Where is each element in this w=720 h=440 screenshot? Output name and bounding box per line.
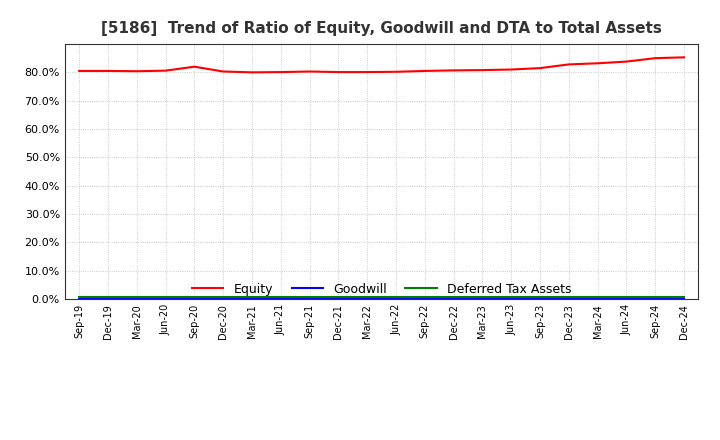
Deferred Tax Assets [132, 294, 141, 299]
Deferred Tax Assets [248, 294, 256, 299]
Equity [248, 70, 256, 75]
Legend: Equity, Goodwill, Deferred Tax Assets: Equity, Goodwill, Deferred Tax Assets [192, 282, 571, 296]
Goodwill [190, 297, 199, 302]
Goodwill [478, 297, 487, 302]
Goodwill [420, 297, 429, 302]
Goodwill [593, 297, 602, 302]
Equity [680, 55, 688, 60]
Deferred Tax Assets [593, 294, 602, 299]
Goodwill [132, 297, 141, 302]
Deferred Tax Assets [334, 294, 343, 299]
Deferred Tax Assets [190, 294, 199, 299]
Equity [75, 68, 84, 73]
Equity [593, 61, 602, 66]
Equity [507, 67, 516, 72]
Goodwill [536, 297, 544, 302]
Equity [478, 67, 487, 73]
Equity [161, 68, 170, 73]
Deferred Tax Assets [478, 294, 487, 299]
Goodwill [161, 297, 170, 302]
Goodwill [449, 297, 458, 302]
Goodwill [305, 296, 314, 301]
Equity [651, 55, 660, 61]
Equity [536, 66, 544, 71]
Deferred Tax Assets [104, 294, 112, 299]
Equity [363, 70, 372, 75]
Deferred Tax Assets [219, 294, 228, 299]
Deferred Tax Assets [276, 294, 285, 299]
Goodwill [392, 297, 400, 302]
Deferred Tax Assets [305, 294, 314, 299]
Deferred Tax Assets [651, 294, 660, 299]
Goodwill [651, 297, 660, 302]
Line: Equity: Equity [79, 57, 684, 72]
Equity [190, 64, 199, 70]
Goodwill [276, 296, 285, 301]
Equity [219, 69, 228, 74]
Goodwill [564, 297, 573, 302]
Equity [305, 69, 314, 74]
Deferred Tax Assets [622, 294, 631, 299]
Goodwill [507, 297, 516, 302]
Goodwill [219, 297, 228, 302]
Equity [132, 69, 141, 74]
Equity [276, 70, 285, 75]
Goodwill [75, 297, 84, 302]
Goodwill [334, 296, 343, 301]
Goodwill [680, 297, 688, 302]
Deferred Tax Assets [420, 294, 429, 299]
Equity [334, 70, 343, 75]
Deferred Tax Assets [680, 294, 688, 299]
Goodwill [363, 296, 372, 301]
Goodwill [104, 297, 112, 302]
Deferred Tax Assets [363, 294, 372, 299]
Equity [449, 68, 458, 73]
Goodwill [248, 296, 256, 301]
Equity [104, 68, 112, 73]
Equity [392, 69, 400, 74]
Deferred Tax Assets [161, 294, 170, 299]
Deferred Tax Assets [75, 294, 84, 299]
Deferred Tax Assets [507, 294, 516, 299]
Deferred Tax Assets [536, 294, 544, 299]
Equity [420, 68, 429, 73]
Title: [5186]  Trend of Ratio of Equity, Goodwill and DTA to Total Assets: [5186] Trend of Ratio of Equity, Goodwil… [102, 21, 662, 36]
Deferred Tax Assets [564, 294, 573, 299]
Deferred Tax Assets [449, 294, 458, 299]
Equity [622, 59, 631, 64]
Deferred Tax Assets [392, 294, 400, 299]
Goodwill [622, 297, 631, 302]
Equity [564, 62, 573, 67]
